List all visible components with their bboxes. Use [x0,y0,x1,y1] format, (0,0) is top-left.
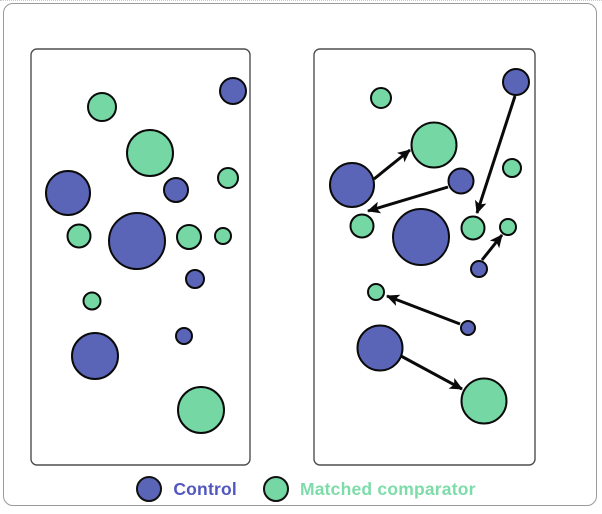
comparator-circle [502,158,522,178]
comparator-circle [126,129,174,177]
legend: Control Matched comparator [0,476,602,502]
control-circle [175,327,193,345]
match-arrow [400,354,463,391]
match-arrow [373,148,411,181]
control-circle [108,212,166,270]
comparator-circle [177,386,225,434]
control-circle [219,77,247,105]
match-arrow [386,294,461,326]
arrows-layer [367,95,517,391]
comparator-circle [82,291,102,311]
control-circle [460,320,476,336]
comparator-circle [370,87,392,109]
matched-comparator-swatch-circle [262,476,289,502]
comparator-circle [367,283,385,301]
control-circle [71,332,119,380]
control-circle [356,324,404,372]
match-arrow [475,95,517,214]
page-top-edge [0,0,602,1]
control-circle [329,162,375,208]
control-circle [45,170,91,216]
match-arrow [480,234,504,261]
comparator-circle [349,213,375,239]
control-circle [447,167,475,195]
comparator-circle [87,92,117,122]
control-circle [185,269,205,289]
matching-diagram [30,48,536,466]
comparator-circle [217,167,239,189]
control-circle [163,177,189,203]
control-circle [502,68,530,96]
comparator-circle [499,218,517,236]
comparator-circle [460,215,486,241]
comparator-circle [410,121,458,169]
comparator-circle [176,224,202,250]
comparator-circle [460,377,508,425]
comparator-circle [66,223,92,249]
legend-item-matched-comparator: Matched comparator [262,476,476,502]
control-circle [392,208,450,266]
circles-layer [45,68,530,434]
match-arrow [367,185,449,214]
legend-item-control: Control [136,476,237,502]
control-swatch-circle [136,476,163,502]
control-circle [470,260,488,278]
comparator-circle [214,227,232,245]
legend-label-control: Control [173,478,237,499]
legend-label-matched-comparator: Matched comparator [299,478,476,499]
